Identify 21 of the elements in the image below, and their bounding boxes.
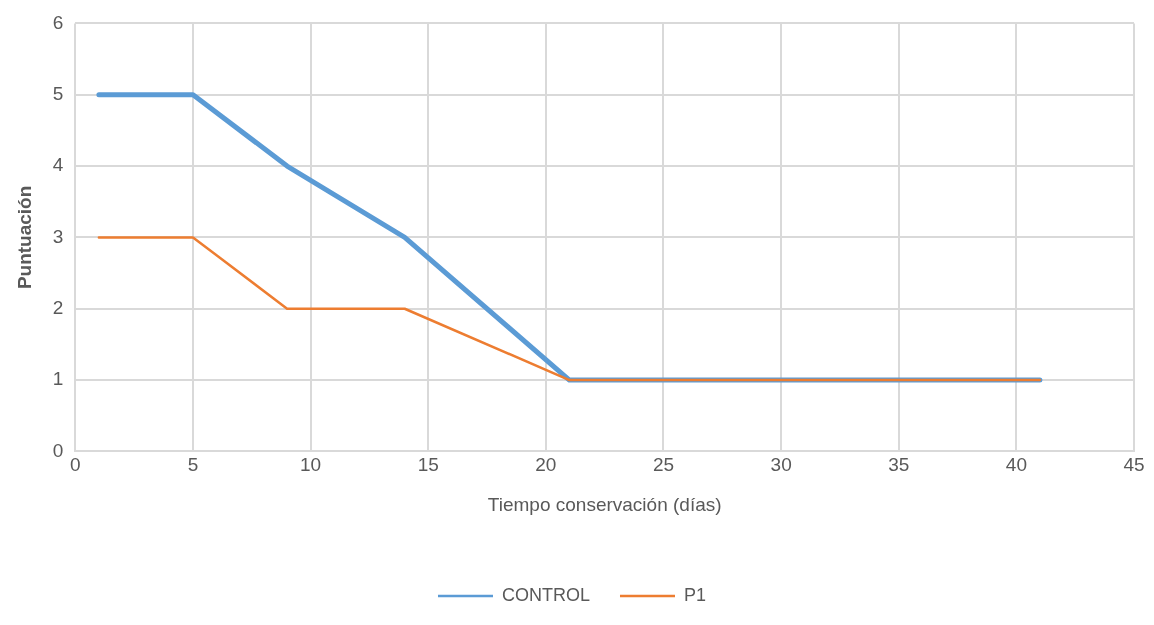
x-tick-label: 5 (187, 454, 199, 476)
x-tick-label: 25 (652, 454, 675, 476)
x-tick-label: 30 (770, 454, 792, 476)
y-tick-label: 3 (52, 225, 64, 247)
x-tick-label: 35 (888, 454, 910, 476)
x-tick-label: 10 (300, 454, 322, 476)
x-tick-label: 40 (1005, 454, 1027, 476)
x-axis-title: Tiempo conservación (días) (487, 493, 722, 515)
y-tick-label: 2 (52, 296, 64, 318)
y-tick-label: 5 (52, 82, 64, 104)
x-tick-label: 45 (1123, 454, 1145, 476)
y-axis-title: Puntuación (13, 185, 35, 290)
y-tick-label: 6 (52, 11, 64, 33)
y-tick-label: 0 (52, 439, 64, 461)
x-tick-label: 15 (417, 454, 439, 476)
y-tick-label: 4 (52, 154, 64, 176)
legend-label: CONTROL (501, 584, 590, 605)
legend-label: P1 (683, 584, 707, 605)
x-tick-label: 0 (70, 454, 81, 476)
x-tick-label: 20 (535, 454, 557, 476)
y-tick-label: 1 (52, 368, 64, 390)
